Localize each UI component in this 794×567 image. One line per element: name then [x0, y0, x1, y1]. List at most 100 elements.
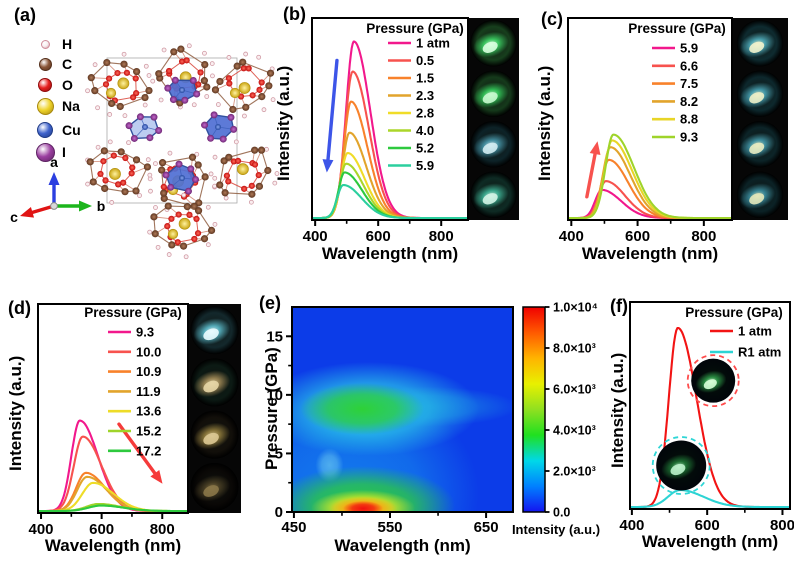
svg-text:15: 15: [266, 328, 283, 345]
spectra-chart-b: 400 600 800 Pressure (GPa)1 atm 0.5 1.5 2.3 2.8…: [303, 17, 519, 245]
axis-a-arrow: [48, 172, 60, 208]
svg-text:0.0: 0.0: [553, 506, 570, 520]
svg-text:Pressure (GPa): Pressure (GPa): [366, 21, 464, 36]
svg-text:650: 650: [474, 519, 499, 536]
x-axis-label-e: Wavelength (nm): [334, 536, 471, 555]
crystal-highlight: [203, 485, 219, 497]
x-axis-label-f: Wavelength (nm): [641, 532, 779, 551]
spectrum-curve-5.9: [313, 183, 467, 219]
svg-text:15.2: 15.2: [136, 424, 161, 439]
cu-i-polyhedron: [162, 160, 200, 195]
svg-text:400: 400: [29, 521, 54, 538]
svg-text:5: 5: [275, 445, 283, 462]
svg-text:Pressure (GPa): Pressure (GPa): [84, 305, 182, 320]
dashed-circle-marker: [686, 354, 740, 408]
atom-symbol: Cu: [62, 122, 81, 138]
x-axis-label-d: Wavelength (nm): [44, 536, 182, 555]
atom-legend-row-H: H: [34, 34, 72, 54]
svg-text:4.0×10³: 4.0×10³: [553, 424, 596, 438]
atom-legend-row-Na: Na: [34, 96, 80, 116]
i-atom-icon: [34, 142, 56, 162]
atom-legend: H C O Na Cu I: [34, 32, 114, 167]
x-axis-e: 450 550 650: [281, 512, 499, 536]
trend-arrow-b: [322, 58, 339, 173]
panel-label-b: (b): [283, 4, 306, 24]
na-atom-icon: [34, 97, 56, 115]
svg-text:5.9: 5.9: [416, 158, 434, 173]
svg-text:6.6: 6.6: [680, 58, 698, 73]
svg-text:600: 600: [366, 228, 391, 245]
crystal-highlight: [482, 41, 498, 53]
trend-arrow-c: [585, 141, 601, 199]
crystal-highlight: [203, 380, 219, 393]
svg-text:450: 450: [281, 519, 306, 536]
crystal-highlight: [749, 142, 765, 154]
svg-text:9.3: 9.3: [680, 130, 698, 145]
x-axis-c: 400 600 800: [559, 220, 716, 245]
svg-text:800: 800: [691, 228, 716, 245]
atom-symbol: O: [62, 77, 73, 93]
crystal-highlight: [749, 193, 765, 205]
svg-text:Pressure (GPa): Pressure (GPa): [685, 305, 783, 320]
svg-text:17.2: 17.2: [136, 443, 161, 458]
svg-text:800: 800: [429, 228, 454, 245]
x-axis-b: 400 600 800: [303, 220, 454, 245]
svg-text:9.3: 9.3: [136, 325, 154, 340]
legend-f: Pressure (GPa) 1 atm R1 atm: [685, 305, 783, 360]
svg-text:400: 400: [559, 228, 584, 245]
cu-atom-icon: [34, 122, 56, 138]
organic-cluster: [208, 139, 280, 205]
heatmap-surface: [292, 307, 513, 512]
crystal-highlight: [749, 41, 765, 53]
svg-text:R1 atm: R1 atm: [738, 345, 781, 360]
svg-text:10: 10: [266, 387, 283, 404]
h-atom-icon: [34, 39, 56, 49]
svg-text:2.3: 2.3: [416, 88, 434, 103]
axis-c-arrow: [20, 204, 56, 218]
plot-frame-e: [291, 306, 514, 513]
spectrum-curve-17.2: [39, 504, 187, 512]
svg-text:10.9: 10.9: [136, 364, 161, 379]
organic-cluster: [85, 139, 153, 205]
svg-text:5.9: 5.9: [680, 41, 698, 56]
spectra-chart-c: 400 600 800 Pressure (GPa) 5.9 6.6 7.5 8.2 8.8 9.…: [559, 17, 788, 245]
svg-text:2.8: 2.8: [416, 106, 434, 121]
crystal-highlight: [482, 92, 498, 104]
panel-crystal-structure: (a) H C O Na Cu I a b c: [0, 0, 280, 284]
svg-text:6.0×10³: 6.0×10³: [553, 383, 596, 397]
svg-text:400: 400: [619, 517, 644, 534]
organic-cluster: [147, 192, 218, 260]
crystal-axes-triad: a b c: [10, 154, 105, 225]
x-axis-label-b: Wavelength (nm): [321, 244, 459, 263]
legend-b: Pressure (GPa)1 atm 0.5 1.5 2.3 2.8 4.0 5.2 5.9: [366, 21, 464, 173]
panel-label-c: (c): [541, 9, 563, 29]
spectrum-curve-10.0: [39, 435, 187, 512]
plot-frame-b: [311, 17, 469, 221]
spectrum-curve-R1-atm: [631, 489, 789, 508]
panel-compression-spectra-1: (b) Intensity (a.u.) Wavelength (nm) 400…: [272, 0, 519, 284]
svg-text:600: 600: [89, 521, 114, 538]
crystal-highlight: [203, 328, 219, 341]
atom-legend-row-O: O: [34, 75, 73, 95]
atom-symbol: H: [62, 36, 73, 52]
atom-legend-row-C: C: [34, 54, 72, 74]
spectra-chart-d: 400 600 800 Pressure (GPa) 9.3 10.0 10.9 11.9 13…: [29, 303, 241, 538]
heatmap-chart-e: 450 550 650 0 5 10 15 0.0 2.0×10³ 4.0×10³ 6.0×10³ 8…: [266, 301, 597, 537]
svg-text:10.0: 10.0: [136, 344, 161, 359]
inset-photo-pristine: [686, 354, 740, 408]
dashed-circle-marker: [651, 436, 711, 495]
x-axis-d: 400 600 800: [29, 513, 175, 538]
atom-legend-row-I: I: [34, 142, 66, 162]
organic-cluster: [85, 51, 156, 119]
legend-c: Pressure (GPa) 5.9 6.6 7.5 8.2 8.8 9.3: [628, 21, 726, 145]
crystal-highlight: [749, 92, 765, 104]
crystal-highlight: [482, 193, 498, 205]
atom-symbol: C: [62, 56, 73, 72]
svg-text:8.0×10³: 8.0×10³: [553, 342, 596, 356]
svg-text:8.8: 8.8: [680, 112, 698, 127]
panel-label-d: (d): [8, 298, 31, 318]
svg-text:1 atm: 1 atm: [416, 36, 450, 51]
y-axis-e: 0 5 10 15: [266, 328, 292, 521]
svg-text:600: 600: [625, 228, 650, 245]
trend-arrow-d: [117, 422, 163, 484]
